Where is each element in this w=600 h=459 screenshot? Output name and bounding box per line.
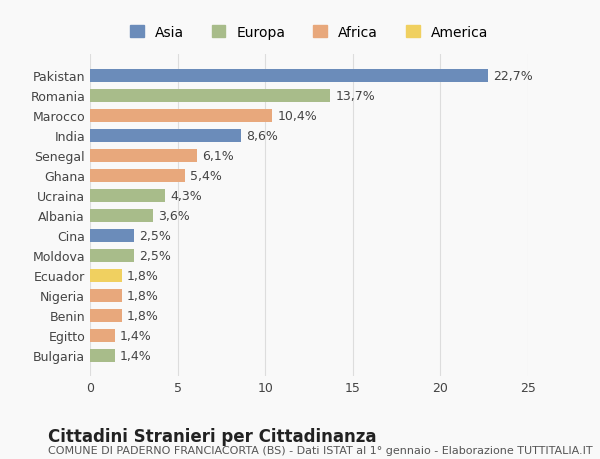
Text: 4,3%: 4,3% [170,189,202,202]
Bar [90,150,197,162]
Text: 2,5%: 2,5% [139,229,171,242]
Text: 5,4%: 5,4% [190,169,222,182]
Text: 1,4%: 1,4% [120,329,152,342]
Bar [90,169,185,182]
Text: 1,8%: 1,8% [127,269,158,282]
Text: 1,8%: 1,8% [127,289,158,302]
Bar [90,309,122,322]
Bar [90,209,153,222]
Bar [90,329,115,342]
Bar [90,129,241,142]
Text: 13,7%: 13,7% [335,90,375,103]
Bar [90,70,488,83]
Bar [90,229,134,242]
Text: 1,8%: 1,8% [127,309,158,322]
Text: 10,4%: 10,4% [277,110,317,123]
Bar [90,289,122,302]
Text: 8,6%: 8,6% [246,129,278,142]
Text: COMUNE DI PADERNO FRANCIACORTA (BS) - Dati ISTAT al 1° gennaio - Elaborazione TU: COMUNE DI PADERNO FRANCIACORTA (BS) - Da… [48,445,593,455]
Bar [90,249,134,262]
Text: Cittadini Stranieri per Cittadinanza: Cittadini Stranieri per Cittadinanza [48,427,377,445]
Bar [90,189,166,202]
Text: 22,7%: 22,7% [493,70,533,83]
Bar [90,269,122,282]
Text: 6,1%: 6,1% [202,150,234,162]
Text: 3,6%: 3,6% [158,209,190,222]
Bar [90,90,330,102]
Text: 1,4%: 1,4% [120,349,152,362]
Text: 2,5%: 2,5% [139,249,171,262]
Bar [90,349,115,362]
Bar [90,110,272,123]
Legend: Asia, Europa, Africa, America: Asia, Europa, Africa, America [124,20,494,45]
